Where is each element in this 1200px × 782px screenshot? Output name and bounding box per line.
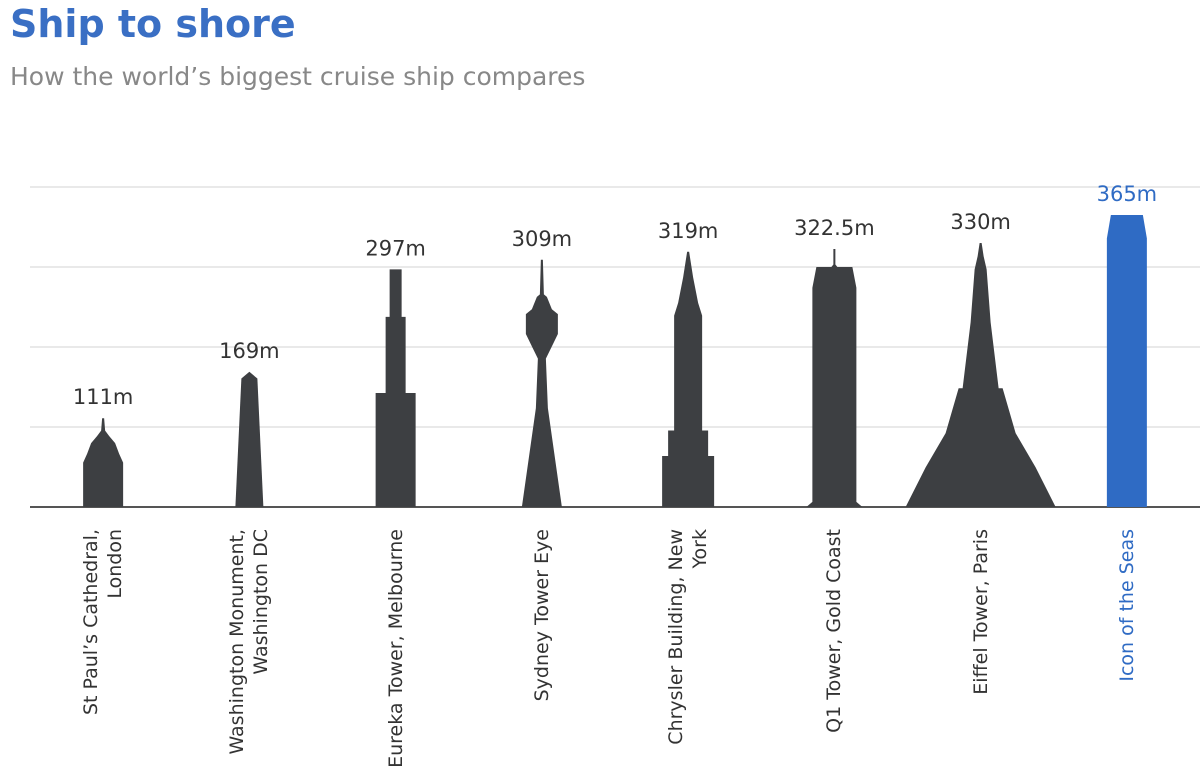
value-label: 297m: [365, 236, 426, 260]
bar: [905, 243, 1056, 507]
value-label: 330m: [950, 210, 1011, 234]
value-label: 169m: [219, 339, 280, 363]
bar: [375, 269, 416, 507]
bar: [83, 418, 124, 507]
value-label: 309m: [512, 227, 573, 251]
value-label: 365m: [1097, 182, 1158, 206]
chart-title: Ship to shore: [10, 2, 296, 46]
x-tick-label: Eiffel Tower, Paris: [969, 529, 992, 695]
bar: [235, 371, 264, 507]
x-tick-label: St Paul’s Cathedral, London: [80, 529, 127, 716]
x-tick-label: Washington Monument, Washington DC: [226, 529, 273, 755]
bar: [1106, 215, 1147, 507]
x-tick-label: Chrysler Building, New York: [665, 529, 712, 745]
x-tick-label: Q1 Tower, Gold Coast: [823, 529, 846, 733]
value-label: 322.5m: [794, 216, 875, 240]
x-tick-label: Icon of the Seas: [1115, 529, 1138, 682]
bar: [806, 249, 863, 507]
bar: [662, 251, 715, 507]
value-label: 319m: [658, 219, 719, 243]
x-tick-label: Eureka Tower, Melbourne: [384, 529, 407, 768]
value-label: 111m: [73, 385, 134, 409]
chart-subtitle: How the world’s biggest cruise ship comp…: [10, 62, 586, 91]
x-tick-label: Sydney Tower Eye: [530, 529, 553, 702]
bar: [521, 259, 562, 507]
